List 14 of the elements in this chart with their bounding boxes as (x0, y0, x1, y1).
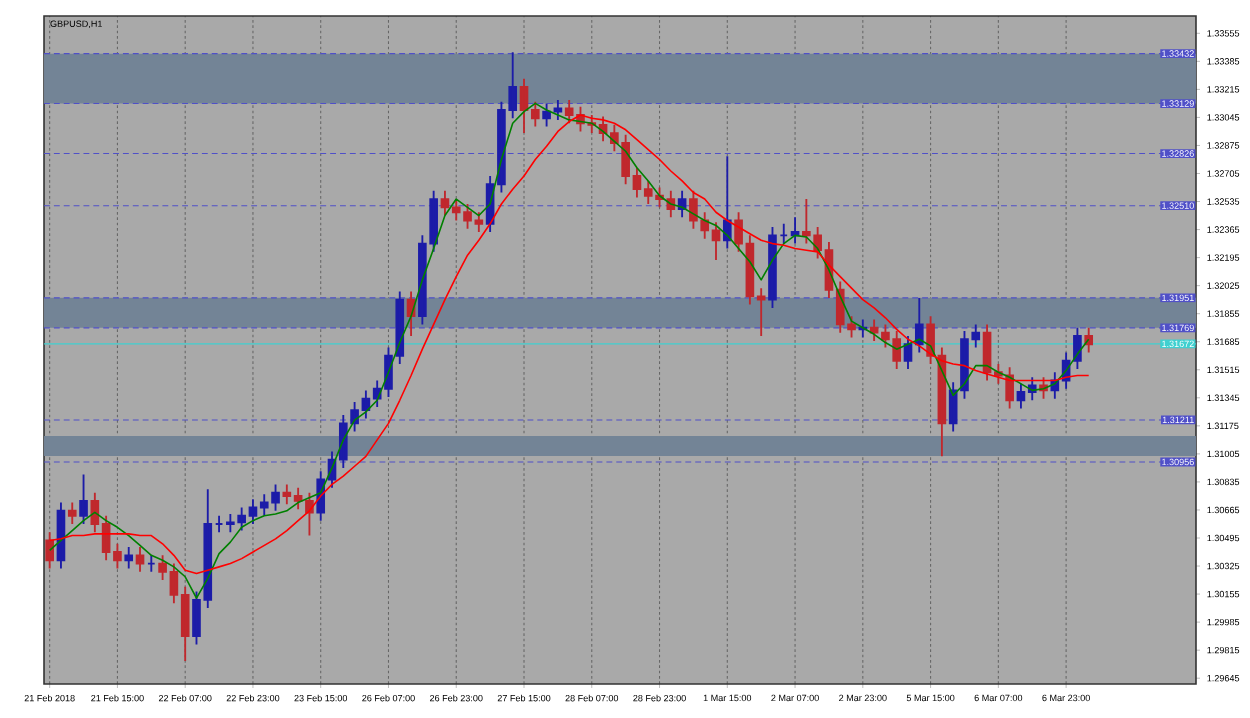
candlestick (124, 546, 134, 570)
candlestick (305, 491, 314, 537)
candlestick (79, 473, 88, 525)
candlestick (790, 216, 800, 245)
candlestick (1005, 366, 1014, 410)
candlestick (542, 102, 551, 128)
candlestick (914, 297, 924, 354)
candlestick (722, 155, 732, 250)
candlestick (146, 554, 156, 573)
candlestick (1084, 326, 1094, 354)
candlestick (67, 501, 77, 525)
candlestick (553, 99, 563, 121)
candlestick (214, 514, 224, 534)
candlestick (135, 546, 145, 573)
